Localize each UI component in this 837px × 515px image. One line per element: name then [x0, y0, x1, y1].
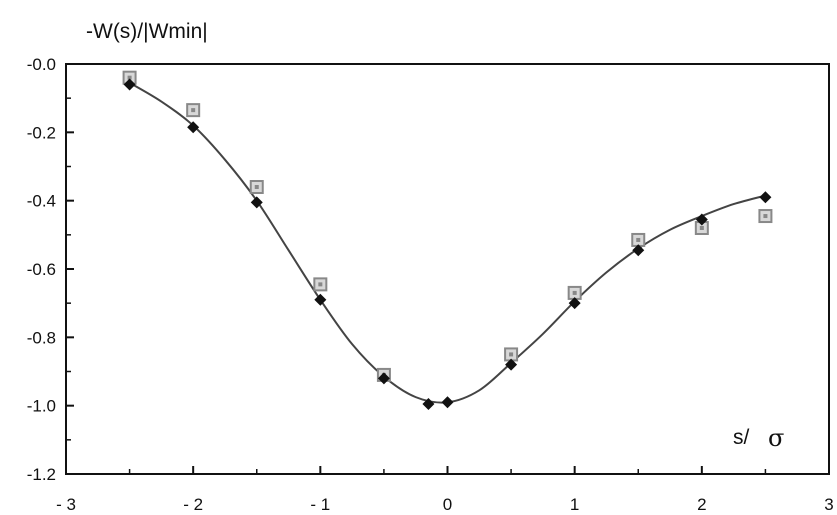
- diamond-point: [250, 196, 263, 209]
- diamond-point: [759, 191, 772, 204]
- y-tick-label: -0.8: [27, 328, 56, 347]
- square-marker-center: [318, 282, 323, 287]
- x-ticks: - 3 - 2 - 1 0 1 2 3: [56, 466, 834, 514]
- diamond-point: [123, 78, 136, 91]
- diamond-point: [422, 397, 435, 410]
- diamond-point: [441, 396, 454, 409]
- square-marker-center: [509, 352, 514, 357]
- y-ticks: -0.0 -0.2 -0.4 -0.6 -0.8 -1.0 -1.2: [27, 55, 74, 484]
- square-marker-center: [763, 214, 768, 219]
- diamond-point: [695, 213, 708, 226]
- y-tick-label: -0.2: [27, 123, 56, 142]
- y-tick-label: -1.0: [27, 397, 56, 416]
- y-tick-label: -0.4: [27, 192, 56, 211]
- square-marker-center: [636, 237, 641, 242]
- square-marker-center: [699, 226, 704, 230]
- fit-curve: [129, 81, 766, 404]
- square-point: [631, 232, 646, 247]
- square-marker-center: [254, 185, 259, 189]
- square-marker-center: [191, 108, 196, 113]
- x-tick-label: 2: [697, 495, 706, 514]
- y-axis-label: -W(s)/|Wmin|: [86, 20, 208, 43]
- plot-frame: [65, 63, 830, 475]
- x-tick-label: - 1: [310, 495, 330, 514]
- diamond-point: [505, 358, 518, 371]
- axes: [65, 63, 830, 475]
- y-tick-label: -0.0: [27, 55, 56, 74]
- square-point: [567, 285, 582, 300]
- x-axis-label-s: s/: [733, 426, 750, 449]
- x-axis-label-sigma: σ: [768, 424, 784, 452]
- square-point: [758, 209, 773, 224]
- data-points: [122, 70, 773, 410]
- diamond-point: [187, 121, 200, 134]
- diamond-point: [377, 372, 390, 385]
- x-tick-label: 1: [570, 495, 579, 514]
- x-tick-label: - 2: [183, 495, 203, 514]
- square-point: [249, 180, 264, 194]
- x-tick-label: 0: [443, 495, 452, 514]
- square-marker-center: [127, 75, 132, 80]
- x-tick-label: 3: [824, 495, 833, 514]
- x-tick-label: - 3: [56, 495, 76, 514]
- square-marker-center: [572, 290, 577, 295]
- diamond-point: [314, 293, 327, 306]
- diamond-point: [568, 297, 581, 310]
- y-tick-label: -1.2: [27, 465, 56, 484]
- y-tick-label: -0.6: [27, 260, 56, 279]
- square-point: [313, 277, 328, 292]
- fit-curve-group: [129, 81, 766, 404]
- diamond-point: [632, 244, 645, 257]
- square-point: [186, 103, 201, 118]
- square-point: [504, 347, 519, 362]
